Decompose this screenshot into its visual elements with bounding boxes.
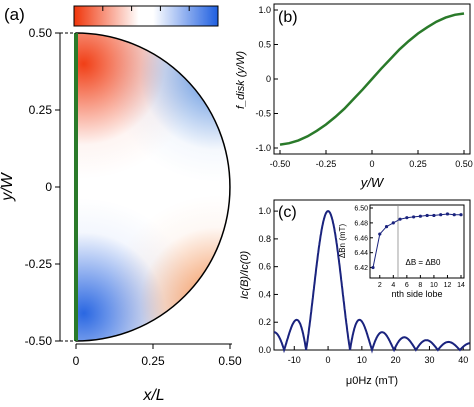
inset-x-tick-label: 12 <box>444 282 452 289</box>
b-y-tick-label: -1.0 <box>255 143 271 153</box>
inset-point <box>391 221 395 225</box>
a-x-tick-label: 0 <box>73 354 80 368</box>
disk-outline <box>75 32 231 342</box>
c-y-tick-label: 0.4 <box>258 289 271 299</box>
inset-x-tick-label: 6 <box>405 282 409 289</box>
inset-y-tick-label: 6.50 <box>354 206 368 213</box>
inset-frame <box>369 204 465 279</box>
b-x-tick-label: -0.50 <box>270 159 291 169</box>
inset-point <box>432 213 436 218</box>
inset-y-tick-label: 6.46 <box>354 235 368 242</box>
inset-point <box>418 214 422 218</box>
inset-point <box>405 216 409 220</box>
c-x-tick-label: 30 <box>424 355 434 365</box>
a-x-tick-label: 0.50 <box>218 354 242 368</box>
b-x-tick-label: 0.25 <box>409 159 427 169</box>
inset-point <box>459 213 463 217</box>
inset-point <box>398 217 402 221</box>
a-x-label: x/L <box>142 387 164 404</box>
c-series-line <box>274 210 470 354</box>
c-y-tick-label: 0.0 <box>258 345 271 355</box>
inset-point <box>439 213 443 217</box>
inset-x-tick-label: 10 <box>430 282 438 289</box>
b-y-tick-label: 0.5 <box>258 40 271 50</box>
inset-x-tick-label: 2 <box>378 282 382 289</box>
inset-point <box>412 215 416 219</box>
c-y-tick-label: 1.0 <box>258 206 271 216</box>
b-x-label: y/W <box>360 175 385 190</box>
inset-point <box>384 225 389 229</box>
inset-y-tick-label: 6.42 <box>354 265 368 272</box>
inset-x-label: nth side lobe <box>391 289 442 299</box>
a-panel-label: (a) <box>4 5 25 24</box>
b-x-tick-label: -0.25 <box>316 159 337 169</box>
inset-y-label: ΔBn (mT) <box>338 224 347 259</box>
b-y-label: f_disk (y/W) <box>235 51 247 109</box>
b-x-tick-label: 0 <box>369 159 374 169</box>
a-y-tick-label: -0.50 <box>25 334 53 348</box>
b-series-line <box>279 12 465 146</box>
inset-point <box>452 213 456 217</box>
c-x-tick-label: 10 <box>357 355 367 365</box>
c-y-tick-label: 0.8 <box>258 234 271 244</box>
a-y-label: y/W <box>0 171 16 201</box>
c-x-tick-label: 20 <box>391 355 401 365</box>
b-y-tick-label: -0.5 <box>255 109 271 119</box>
b-panel-label: (b) <box>278 9 298 26</box>
inset-x-tick-label: 4 <box>391 282 395 289</box>
c-x-tick-label: 40 <box>458 355 468 365</box>
c-x-label: μ0Hz (mT) <box>346 375 398 387</box>
inset-x-tick-label: 8 <box>418 282 422 289</box>
inset-y-tick-label: 6.48 <box>354 220 368 227</box>
c-x-tick-label: 0 <box>326 355 331 365</box>
b-y-tick-label: 1.0 <box>258 5 271 15</box>
inset-y-tick-label: 6.44 <box>354 250 368 257</box>
c-y-tick-label: 0.2 <box>258 317 271 327</box>
c-panel-label: (c) <box>278 204 297 221</box>
a-y-tick-label: 0.25 <box>29 103 53 117</box>
inset-annotation: ΔB = ΔB0 <box>406 258 441 267</box>
inset-point <box>371 265 375 270</box>
c-y-tick-label: 0.6 <box>258 262 271 272</box>
c-y-label: Ic(B)/Ic(0) <box>239 251 251 300</box>
inset-x-tick-label: 14 <box>457 282 465 289</box>
b-y-tick-label: 0 <box>266 74 271 84</box>
colorbar <box>73 5 219 27</box>
a-y-tick-label: -0.25 <box>25 257 53 271</box>
a-x-tick-label: 0.25 <box>141 354 165 368</box>
inset-point <box>445 212 450 216</box>
a-y-tick-label: 0.50 <box>29 26 53 40</box>
c-x-tick-label: -10 <box>288 355 301 365</box>
inset-point <box>378 232 382 236</box>
a-y-tick-label: 0 <box>45 180 52 194</box>
b-x-tick-label: 0.50 <box>455 159 473 169</box>
inset-point <box>425 213 429 218</box>
